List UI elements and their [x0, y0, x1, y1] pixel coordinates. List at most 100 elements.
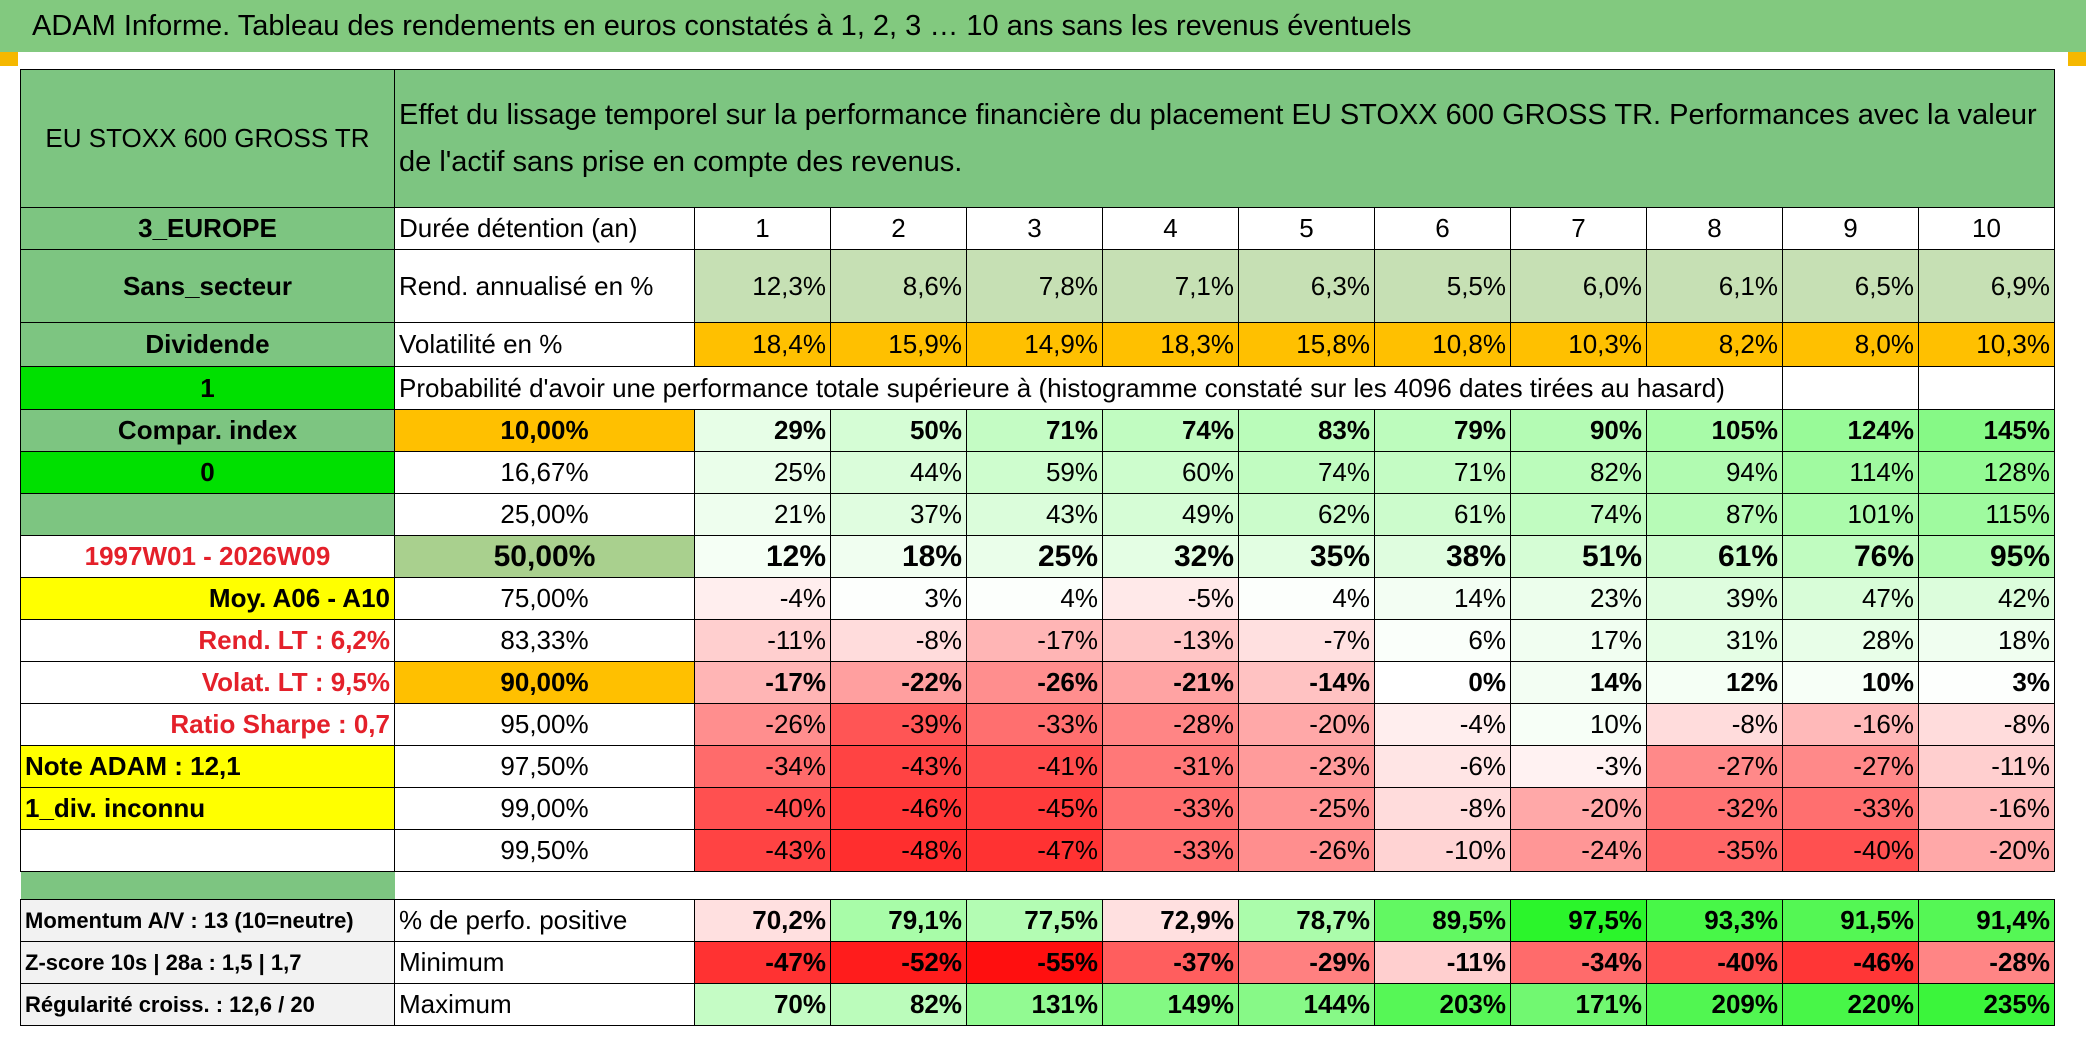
minimum-cell: -34%: [1510, 941, 1647, 984]
probability-cell: -43%: [830, 745, 967, 788]
probability-cell: 43%: [966, 493, 1103, 536]
rend-lt-label: Rend. LT : 6,2%: [20, 619, 395, 662]
minimum-cell: -29%: [1238, 941, 1375, 984]
rend-cell: 6,9%: [1918, 249, 2055, 323]
maximum-cell: 203%: [1374, 983, 1511, 1026]
vol-cell: 10,8%: [1374, 322, 1511, 367]
probability-cell: 31%: [1646, 619, 1783, 662]
probability-cell: -41%: [966, 745, 1103, 788]
minimum-row: Z-score 10s | 28a : 1,5 | 1,7 Minimum -47%…: [20, 941, 2055, 984]
year-cell: 1: [694, 207, 831, 250]
threshold-label: 99,50%: [394, 829, 695, 872]
summary-label: Momentum A/V : 13 (10=neutre): [20, 899, 395, 942]
corner-mark-left: [0, 52, 18, 66]
probability-row: 1997W01 - 2026W09 50,00% 12% 18% 25% 32% 35% 38…: [20, 535, 2055, 578]
year-cell: 6: [1374, 207, 1511, 250]
volat-lt-label: Volat. LT : 9,5%: [20, 661, 395, 704]
probability-row: Volat. LT : 9,5% 90,00% -17% -22% -26% -21% -1…: [20, 661, 2055, 704]
probability-cell: 23%: [1510, 577, 1647, 620]
probability-row: 99,50% -43% -48% -47% -33% -26% -10% -24% -35% -4…: [20, 829, 2055, 872]
year-cell: 7: [1510, 207, 1647, 250]
probability-cell: 94%: [1646, 451, 1783, 494]
vol-cell: 15,8%: [1238, 322, 1375, 367]
note-adam-label: Note ADAM : 12,1: [20, 745, 395, 788]
probability-cell: -39%: [830, 703, 967, 746]
year-cell: 3: [966, 207, 1103, 250]
probability-row: Moy. A06 - A10 75,00% -4% 3% 4% -5% 4% 14% 23% 39…: [20, 577, 2055, 620]
maximum-cell: 144%: [1238, 983, 1375, 1026]
probability-cell: 76%: [1782, 535, 1919, 578]
threshold-label: 97,50%: [394, 745, 695, 788]
moy-label: Moy. A06 - A10: [20, 577, 395, 620]
probability-row: 0 16,67% 25% 44% 59% 60% 74% 71% 82% 94% 114% 128%: [20, 451, 2055, 494]
probability-cell: 10%: [1510, 703, 1647, 746]
probability-cell: -47%: [966, 829, 1103, 872]
maximum-cell: 149%: [1102, 983, 1239, 1026]
probability-cell: 25%: [694, 451, 831, 494]
probability-cell: 47%: [1782, 577, 1919, 620]
positive-cell: 72,9%: [1102, 899, 1239, 942]
probability-cell: -32%: [1646, 787, 1783, 830]
year-cell: 10: [1918, 207, 2055, 250]
probability-cell: -20%: [1918, 829, 2055, 872]
rend-cell: 6,1%: [1646, 249, 1783, 323]
summary-label: Régularité croiss. : 12,6 / 20: [20, 983, 395, 1026]
probability-cell: -8%: [1918, 703, 2055, 746]
probability-cell: -4%: [694, 577, 831, 620]
minimum-cell: -52%: [830, 941, 967, 984]
maximum-row: Régularité croiss. : 12,6 / 20 Maximum 70%…: [20, 983, 2055, 1026]
probability-cell: -24%: [1510, 829, 1647, 872]
vol-cell: 8,2%: [1646, 322, 1783, 367]
minimum-label: Minimum: [394, 941, 695, 984]
probability-cell: 61%: [1374, 493, 1511, 536]
probability-cell: -8%: [1374, 787, 1511, 830]
probability-cell: -22%: [830, 661, 967, 704]
probability-cell: 18%: [830, 535, 967, 578]
probability-cell: -3%: [1510, 745, 1647, 788]
probability-cell: 59%: [966, 451, 1103, 494]
sharpe-label: Ratio Sharpe : 0,7: [20, 703, 395, 746]
probability-cell: -23%: [1238, 745, 1375, 788]
probability-cell: 28%: [1782, 619, 1919, 662]
probability-cell: -16%: [1782, 703, 1919, 746]
flag-zero: 0: [20, 451, 395, 494]
probability-cell: 32%: [1102, 535, 1239, 578]
probability-cell: -33%: [966, 703, 1103, 746]
year-cell: 2: [830, 207, 967, 250]
positive-cell: 93,3%: [1646, 899, 1783, 942]
vol-cell: 10,3%: [1918, 322, 2055, 367]
probability-title-row: 1 Probabilité d'avoir une performance tot…: [20, 366, 2055, 410]
positive-cell: 77,5%: [966, 899, 1103, 942]
probability-cell: -11%: [1918, 745, 2055, 788]
maximum-cell: 82%: [830, 983, 967, 1026]
probability-cell: -25%: [1238, 787, 1375, 830]
probability-row: 1_div. inconnu 99,00% -40% -46% -45% -33% -25%…: [20, 787, 2055, 830]
probability-cell: -5%: [1102, 577, 1239, 620]
maximum-label: Maximum: [394, 983, 695, 1026]
probability-cell: 3%: [1918, 661, 2055, 704]
threshold-label: 95,00%: [394, 703, 695, 746]
probability-cell: -16%: [1918, 787, 2055, 830]
probability-cell: -11%: [694, 619, 831, 662]
probability-cell: 101%: [1782, 493, 1919, 536]
probability-cell: 37%: [830, 493, 967, 536]
performance-table: EU STOXX 600 GROSS TR Effet du lissage te…: [20, 69, 2055, 1026]
rend-cell: 8,6%: [830, 249, 967, 323]
probability-cell: -6%: [1374, 745, 1511, 788]
probability-row: Ratio Sharpe : 0,7 95,00% -26% -39% -33% -28%…: [20, 703, 2055, 746]
threshold-label: 10,00%: [394, 409, 695, 452]
rend-label: Rend. annualisé en %: [394, 249, 695, 323]
threshold-label: 83,33%: [394, 619, 695, 662]
probability-cell: -8%: [830, 619, 967, 662]
probability-cell: 51%: [1510, 535, 1647, 578]
rend-cell: 6,5%: [1782, 249, 1919, 323]
year-cell: 4: [1102, 207, 1239, 250]
positive-cell: 97,5%: [1510, 899, 1647, 942]
minimum-cell: -46%: [1782, 941, 1919, 984]
probability-cell: -31%: [1102, 745, 1239, 788]
probability-cell: -48%: [830, 829, 967, 872]
probability-cell: 115%: [1918, 493, 2055, 536]
probability-cell: 90%: [1510, 409, 1647, 452]
probability-cell: 82%: [1510, 451, 1647, 494]
minimum-cell: -11%: [1374, 941, 1511, 984]
